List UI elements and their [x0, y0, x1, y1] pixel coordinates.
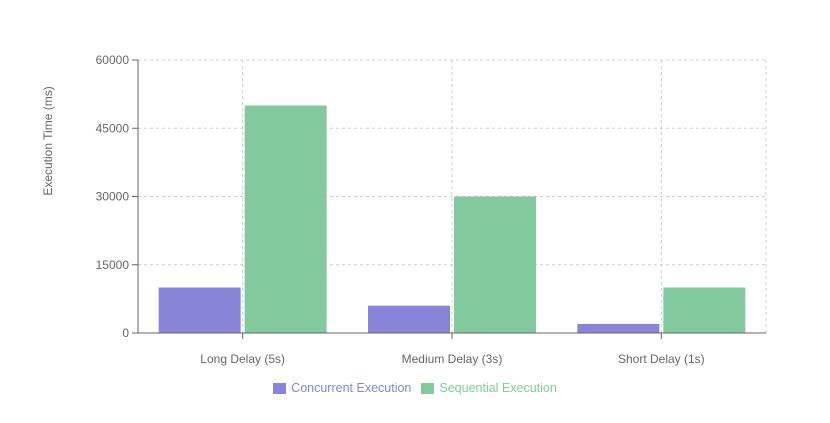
y-tick-label: 45000 [96, 121, 130, 135]
legend-label: Sequential Execution [439, 381, 557, 395]
legend-swatch [421, 382, 435, 394]
x-tick-label: Medium Delay (3s) [402, 352, 503, 366]
x-tick-label: Long Delay (5s) [200, 352, 285, 366]
chart-legend: Concurrent Execution Sequential Execution [0, 381, 830, 397]
legend-item[interactable]: Concurrent Execution [273, 381, 411, 395]
y-tick-label: 15000 [96, 258, 130, 272]
x-tick-label: Short Delay (1s) [618, 352, 705, 366]
bar-sequential-execution-2 [454, 196, 536, 333]
bar-concurrent-execution-1 [158, 287, 241, 333]
y-tick-label: 0 [122, 326, 129, 340]
legend-label: Concurrent Execution [291, 381, 412, 395]
bar-concurrent-execution-3 [577, 323, 660, 333]
bar-sequential-execution-1 [244, 105, 327, 333]
y-tick-label: 30000 [96, 190, 130, 204]
y-tick-label: 60000 [96, 53, 130, 67]
bar-concurrent-execution-2 [368, 305, 450, 333]
y-axis-title: Execution Time (ms) [41, 86, 55, 195]
grid-lines [138, 59, 767, 333]
bar-sequential-execution-3 [663, 287, 746, 333]
bars [158, 105, 746, 333]
legend-item[interactable]: Sequential Execution [421, 381, 557, 395]
axes: 0 15000 30000 45000 60000 Long Delay (5s) Medi… [96, 53, 766, 366]
legend-swatch [273, 382, 287, 394]
